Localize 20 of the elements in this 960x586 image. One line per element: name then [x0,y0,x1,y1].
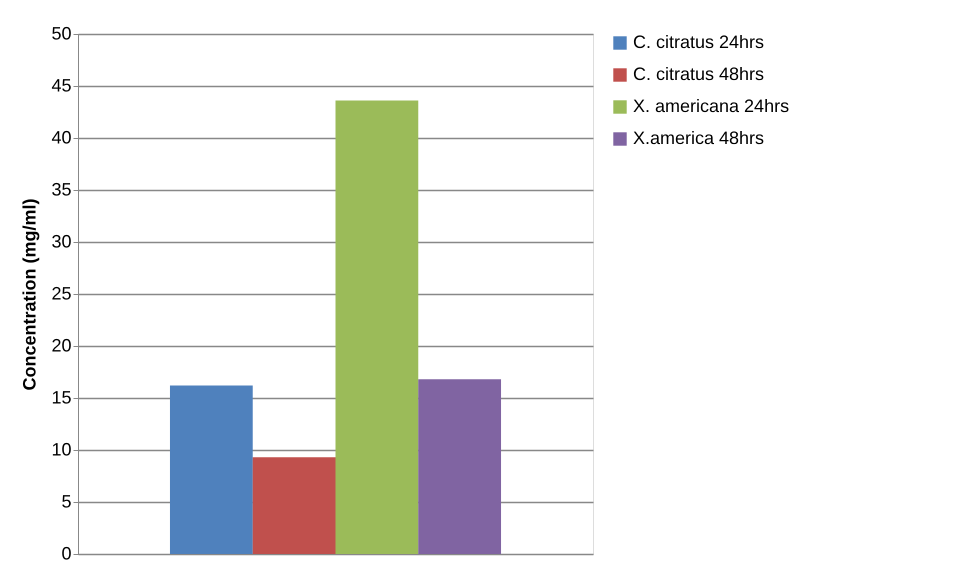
y-tick-label: 15 [51,388,72,408]
y-tick-label: 30 [51,232,72,252]
y-tick-label: 40 [51,128,72,148]
y-tick-label: 25 [51,284,72,304]
y-tick-label: 10 [51,440,72,460]
legend-label: C. citratus 48hrs [633,64,764,84]
y-tick-label: 20 [51,336,72,356]
y-tick-label: 50 [51,24,72,44]
y-axis-title: Concentration (mg/ml) [19,198,40,390]
bar [336,100,418,554]
y-tick-label: 0 [61,544,72,564]
bar [418,379,502,554]
legend-label: C. citratus 24hrs [633,32,764,52]
y-tick-label: 45 [51,76,72,96]
legend-label: X. americana 24hrs [633,96,790,116]
bar [252,457,336,554]
y-tick-label: 35 [51,180,72,200]
bar [170,386,253,554]
legend-label: X.america 48hrs [633,128,764,148]
y-tick-label: 5 [61,492,72,512]
